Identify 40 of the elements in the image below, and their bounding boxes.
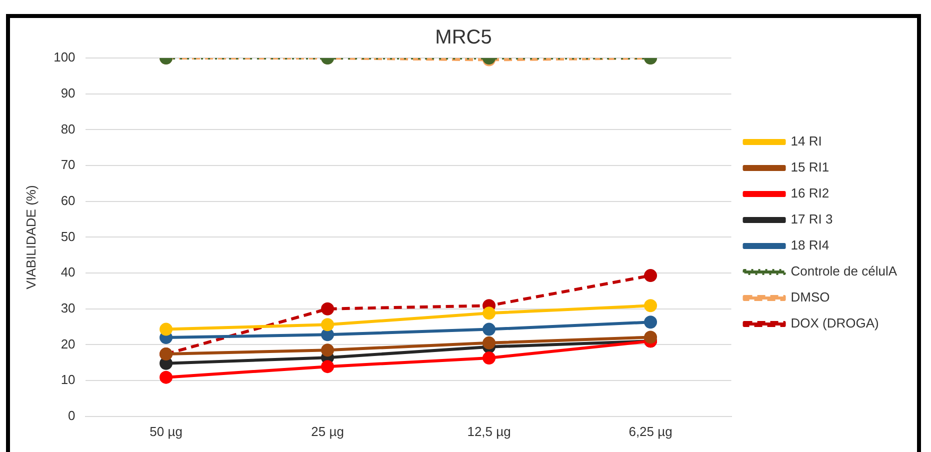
point	[644, 330, 658, 344]
y-tick-label: 50	[60, 228, 76, 244]
point	[160, 370, 173, 384]
point	[321, 344, 334, 357]
x-tick-label: 25 µg	[311, 424, 344, 439]
y-axis-title: VIABILIDADE (%)	[23, 185, 38, 290]
x-tick-label: 50 µg	[150, 424, 182, 439]
legend-label: 17 RI 3	[790, 212, 833, 227]
point	[644, 269, 658, 282]
point	[644, 299, 658, 312]
point	[321, 328, 334, 342]
point	[482, 351, 496, 364]
point	[482, 322, 496, 336]
point	[321, 302, 334, 316]
legend-label: DOX (DROGA)	[790, 316, 879, 331]
point	[160, 322, 173, 336]
point	[321, 360, 334, 374]
point	[482, 306, 496, 320]
x-tick-label: 6,25 µg	[628, 424, 672, 439]
y-tick-label: 20	[60, 336, 76, 352]
y-tick-label: 0	[68, 408, 76, 423]
y-tick-label: 30	[60, 300, 76, 316]
point	[482, 336, 496, 350]
y-tick-label: 70	[60, 157, 76, 172]
y-tick-label: 80	[60, 121, 76, 136]
point	[644, 316, 658, 329]
legend-label: 18 RI4	[790, 238, 830, 253]
legend-label: DMSO	[790, 290, 830, 305]
legend-label: 14 RI	[790, 134, 822, 149]
y-tick-label: 100	[54, 50, 76, 65]
x-tick-label: 12,5 µg	[467, 424, 511, 439]
legend-label: 16 RI2	[790, 186, 830, 201]
y-tick-label: 90	[60, 85, 76, 100]
y-tick-label: 40	[60, 264, 76, 280]
point	[321, 318, 334, 332]
y-tick-label: 10	[60, 372, 76, 388]
y-tick-label: 60	[60, 192, 76, 208]
chart-title: MRC5	[435, 26, 492, 49]
legend-label: Controle de célulA	[790, 264, 898, 279]
legend-label: 15 RI1	[790, 160, 830, 175]
